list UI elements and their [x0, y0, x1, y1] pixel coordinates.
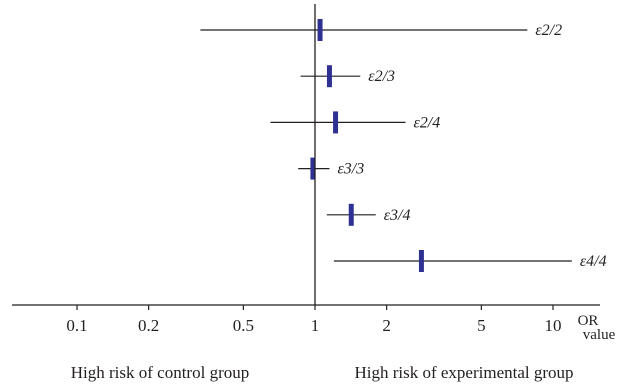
x-tick-label: 0.1	[66, 316, 87, 335]
x-axis-title-line2: value	[583, 327, 616, 343]
odds-ratio-marker	[348, 203, 354, 226]
control-group-label: High risk of control group	[71, 363, 249, 382]
x-tick-label: 0.5	[233, 316, 254, 335]
x-tick-label: 0.2	[138, 316, 159, 335]
odds-ratio-marker	[326, 65, 332, 88]
x-tick-label: 5	[477, 316, 486, 335]
forest-row: ε4/4	[333, 250, 607, 272]
forest-row: ε3/3	[298, 157, 364, 180]
experimental-group-label: High risk of experimental group	[354, 363, 573, 382]
odds-ratio-marker	[317, 19, 323, 41]
forest-rows: ε2/2 ε2/3 ε2/4 ε3/3 ε3/4 ε4/4	[200, 19, 607, 272]
genotype-label: ε4/4	[580, 253, 607, 270]
odds-ratio-marker	[310, 157, 316, 180]
odds-ratio-marker	[333, 111, 339, 134]
x-axis-ticks: 0.1 0.2 0.5 1 2 5 10	[66, 305, 562, 335]
x-axis-title-line1: OR	[578, 313, 599, 329]
forest-row: ε2/2	[200, 19, 562, 41]
genotype-label: ε2/3	[368, 68, 395, 85]
x-tick-label: 2	[382, 316, 391, 335]
forest-row: ε2/4	[270, 111, 440, 134]
odds-ratio-marker	[418, 250, 424, 272]
x-tick-label: 1	[311, 316, 320, 335]
genotype-label: ε2/4	[413, 114, 440, 131]
x-tick-label: 10	[545, 316, 562, 335]
genotype-label: ε2/2	[535, 22, 562, 39]
forest-row: ε3/4	[326, 203, 411, 226]
genotype-label: ε3/4	[384, 207, 411, 224]
forest-row: ε2/3	[300, 65, 395, 88]
genotype-label: ε3/3	[337, 161, 364, 178]
